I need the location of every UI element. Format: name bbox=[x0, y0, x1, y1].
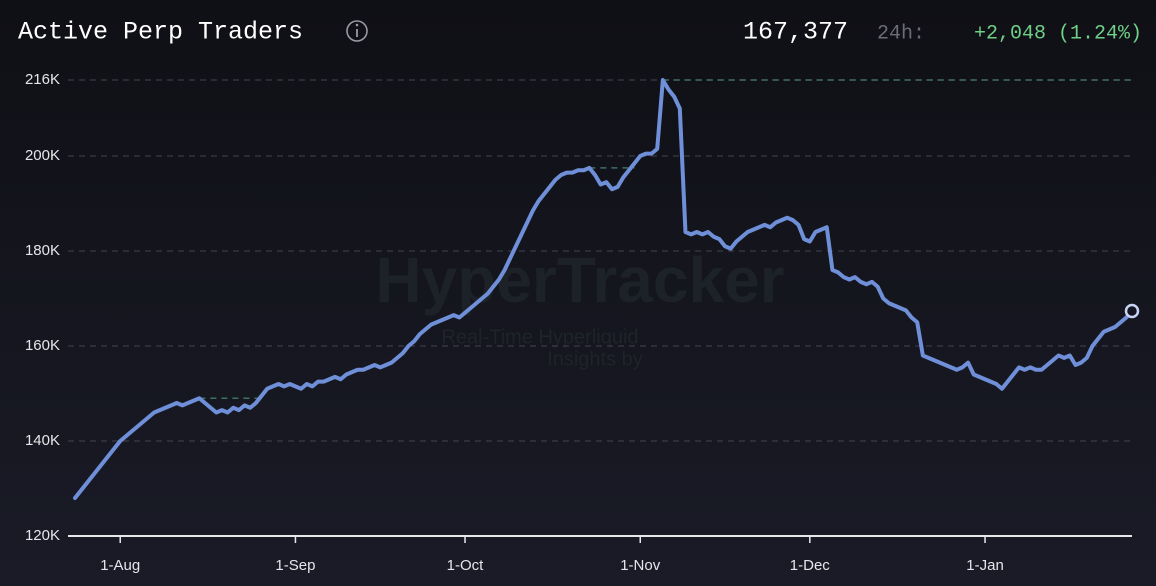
data-line bbox=[73, 78, 1134, 500]
y-tick-label: 160K bbox=[25, 337, 60, 354]
y-tick-label: 120K bbox=[25, 527, 60, 544]
x-tick-label: 1-Nov bbox=[620, 557, 661, 574]
watermark: HyperTracker bbox=[375, 244, 784, 316]
x-tick-label: 1-Jan bbox=[966, 557, 1004, 574]
watermark: Insights by bbox=[547, 348, 643, 370]
period-label: 24h: bbox=[877, 22, 925, 45]
watermark: Real-Time Hyperliquid bbox=[441, 326, 638, 348]
end-marker bbox=[1124, 303, 1140, 319]
x-tick-label: 1-Dec bbox=[790, 557, 831, 574]
y-tick-label: 216K bbox=[25, 71, 60, 88]
y-tick-label: 140K bbox=[25, 432, 60, 449]
info-icon[interactable] bbox=[346, 20, 368, 42]
chart-title: Active Perp Traders bbox=[18, 18, 303, 47]
x-tick-label: 1-Aug bbox=[100, 557, 140, 574]
change: +2,048 (1.24%) bbox=[974, 22, 1142, 45]
current-value: 167,377 bbox=[743, 18, 848, 47]
y-tick-label: 200K bbox=[25, 147, 60, 164]
y-tick-label: 180K bbox=[25, 242, 60, 259]
x-tick-label: 1-Sep bbox=[275, 557, 315, 574]
x-tick-label: 1-Oct bbox=[447, 557, 485, 574]
